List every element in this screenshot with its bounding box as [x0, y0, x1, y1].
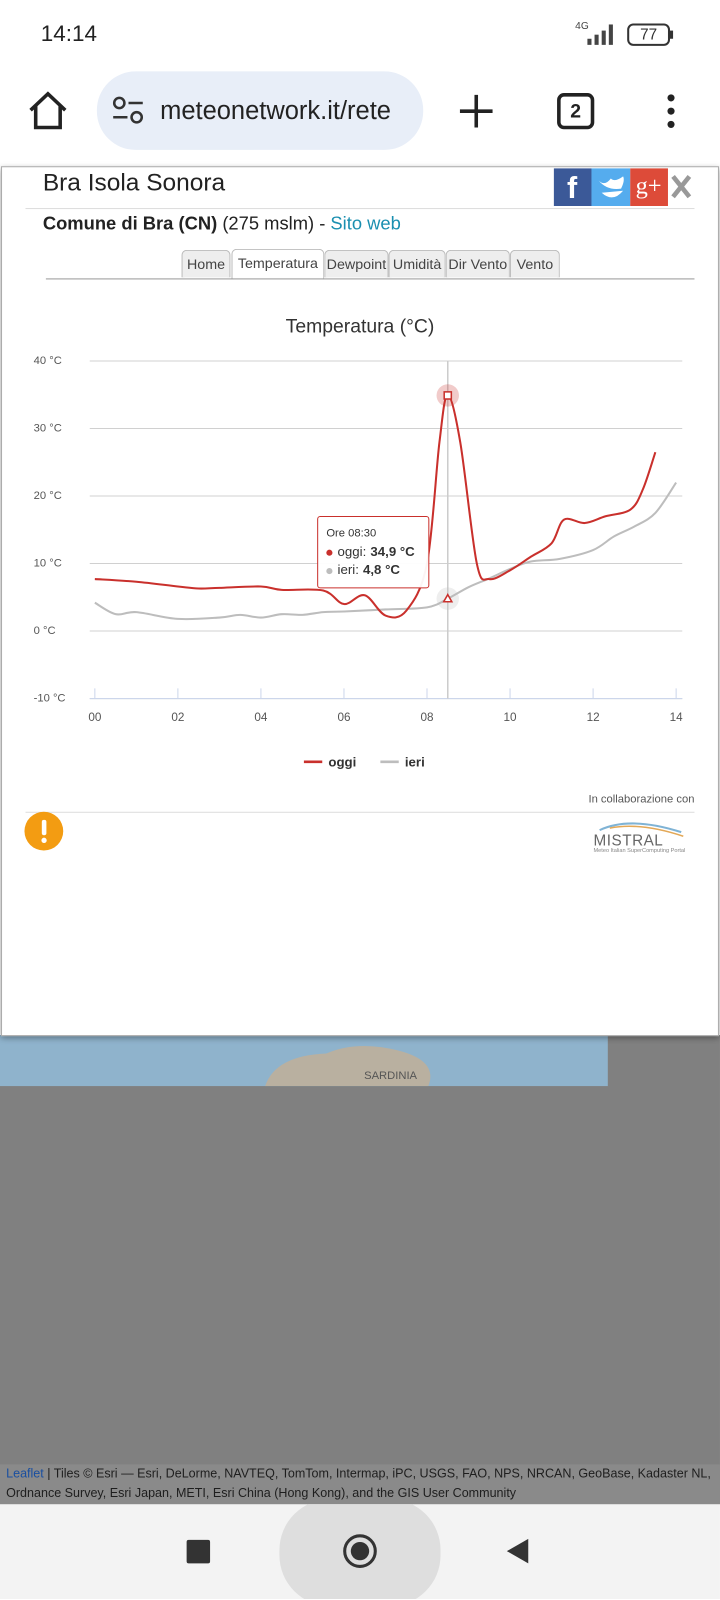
- popup-title: Bra Isola Sonora: [42, 169, 226, 197]
- station-info: (275 mslm) -: [217, 213, 331, 234]
- google-icon: g+: [636, 172, 662, 199]
- attribution-text: | Tiles © Esri — Esri, DeLorme, NAVTEQ, …: [6, 1466, 711, 1501]
- tab[interactable]: Home: [181, 249, 231, 278]
- status-time: 14:14: [40, 20, 97, 46]
- battery: [627, 23, 671, 46]
- signal-bar: [601, 30, 606, 45]
- hover-marker: [442, 593, 454, 603]
- battery-level: 77: [640, 27, 657, 44]
- site-settings[interactable]: [112, 96, 126, 110]
- tab-count: 2: [570, 100, 581, 122]
- x-tick-label: 12: [587, 711, 600, 724]
- y-tick-label: 20 °C: [34, 490, 62, 502]
- tab[interactable]: Dir Vento: [445, 249, 510, 278]
- logo-name: MISTRAL: [594, 832, 664, 849]
- x-tick-label: 04: [254, 711, 268, 724]
- x-tick-label: 14: [670, 711, 684, 724]
- google-button[interactable]: [630, 168, 668, 206]
- warning-icon[interactable]: [22, 811, 67, 854]
- home-button[interactable]: [29, 91, 67, 130]
- chart-title: Temperatura (°C): [286, 315, 435, 337]
- map-overlay: [0, 1035, 720, 1505]
- logo-swoosh: [609, 825, 684, 837]
- signal-bar: [587, 38, 592, 45]
- battery-tip: [670, 30, 674, 39]
- y-tick-label: 40 °C: [34, 355, 62, 367]
- close-button[interactable]: [671, 174, 692, 199]
- home-nav-button[interactable]: [343, 1534, 377, 1568]
- leaflet-link[interactable]: Leaflet: [6, 1466, 44, 1481]
- place-name: Comune di Bra (CN): [42, 213, 218, 234]
- signal-bar: [608, 24, 613, 45]
- y-tick-label: -10 °C: [34, 693, 66, 705]
- chart: Temperatura (°C) -10 °C 0 °C 10 °C 20 °C 30 …: [34, 315, 684, 769]
- tab[interactable]: Umidità: [388, 249, 446, 278]
- hover-marker: [443, 391, 453, 400]
- url-text[interactable]: meteonetwork.it/rete: [160, 97, 391, 125]
- new-tab[interactable]: [459, 94, 493, 128]
- tooltip-label: oggi:: [337, 543, 367, 559]
- status-icons: 4G 77: [575, 21, 674, 46]
- series-line: [94, 394, 657, 619]
- legend-label: oggi: [328, 754, 356, 769]
- home-nav-dot: [350, 1541, 370, 1561]
- website-link[interactable]: Sito web: [330, 213, 401, 234]
- logo-swoosh: [599, 822, 682, 834]
- tooltip-header: Ore 08:30: [326, 527, 377, 540]
- menu: [667, 107, 675, 115]
- tooltip-row: ieri: 4,8 °C: [326, 561, 420, 579]
- tab[interactable]: Dewpoint: [324, 249, 389, 278]
- recents-button[interactable]: [186, 1539, 211, 1564]
- divider: [25, 208, 695, 210]
- facebook-icon: f: [567, 171, 578, 205]
- site-settings: [130, 110, 144, 124]
- legend-label: ieri: [405, 754, 425, 769]
- menu: [667, 120, 675, 128]
- tab-line: [45, 278, 695, 280]
- x-tick-label: 02: [171, 711, 184, 724]
- tab[interactable]: Vento: [509, 249, 560, 278]
- browser-toolbar: meteonetwork.it/rete 2: [29, 71, 675, 150]
- nav-bar: [0, 1504, 720, 1600]
- mistral-logo: MISTRAL Meteo Italian SuperComputing Por…: [594, 822, 686, 854]
- tooltip-label: ieri:: [337, 561, 359, 578]
- x-tick-label: 00: [88, 711, 102, 724]
- menu[interactable]: [667, 94, 675, 102]
- popup: [1, 166, 719, 1037]
- map-label: SARDINIA: [364, 1070, 417, 1082]
- url-bar[interactable]: [96, 71, 424, 150]
- tooltip: Ore 08:30 oggi: 34,9 °C ieri: 4,8 °C: [317, 516, 430, 589]
- x-tick-label: 06: [337, 711, 350, 724]
- twitter-icon: [598, 176, 624, 198]
- map-island: SARDINIA: [265, 1045, 431, 1087]
- social-buttons: f g+: [553, 168, 692, 206]
- y-tick-label: 30 °C: [34, 422, 62, 434]
- x-tick-label: 10: [504, 711, 518, 724]
- facebook-button[interactable]: [553, 168, 592, 206]
- island: [265, 1045, 431, 1087]
- y-tick-label: 10 °C: [34, 558, 62, 570]
- tooltip-row: oggi: 34,9 °C: [326, 543, 420, 561]
- tooltip-dot: [326, 567, 333, 574]
- warning-mark: [41, 819, 47, 836]
- tooltip-value: 34,9 °C: [370, 543, 415, 559]
- logo-tagline: Meteo Italian SuperComputing Portal: [594, 848, 686, 854]
- network-type: 4G: [575, 21, 589, 32]
- divider: [25, 811, 695, 813]
- tooltip-value: 4,8 °C: [363, 561, 401, 578]
- tab[interactable]: Temperatura: [231, 248, 325, 280]
- signal-bar: [594, 34, 599, 45]
- tooltip-dot: [326, 549, 333, 556]
- popup-subtitle: Comune di Bra (CN) (275 mslm) - Sito web: [43, 213, 401, 234]
- credit: In collaborazione con: [588, 793, 695, 806]
- warning-mark: [41, 837, 47, 843]
- x-tick-label: 08: [420, 711, 434, 724]
- y-tick-label: 0 °C: [34, 625, 56, 637]
- tab-switcher[interactable]: [557, 93, 595, 130]
- back-button[interactable]: [506, 1538, 529, 1564]
- attribution: Leaflet | Tiles © Esri — Esri, DeLorme, …: [0, 1464, 720, 1505]
